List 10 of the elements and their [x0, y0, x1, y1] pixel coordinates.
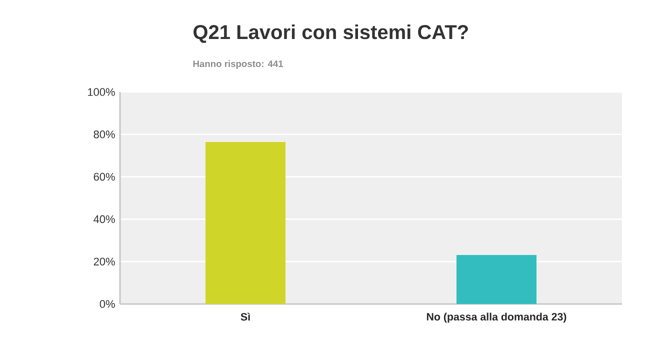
y-tick-label: 60% — [94, 172, 115, 181]
x-tick-label: Sì — [240, 312, 250, 321]
y-tick-label: 80% — [94, 130, 115, 138]
chart-subtitle: Hanno risposto: 441 — [193, 60, 284, 69]
y-tick-label: 100% — [88, 88, 115, 96]
y-tick-label: 40% — [94, 215, 115, 224]
y-tick-label: 20% — [94, 258, 115, 266]
x-tick-label: No (passa alla domanda 23) — [426, 312, 566, 323]
chart-title: Q21 Lavori con sistemi CAT? — [194, 24, 468, 43]
y-tick-label: 0% — [100, 300, 115, 308]
